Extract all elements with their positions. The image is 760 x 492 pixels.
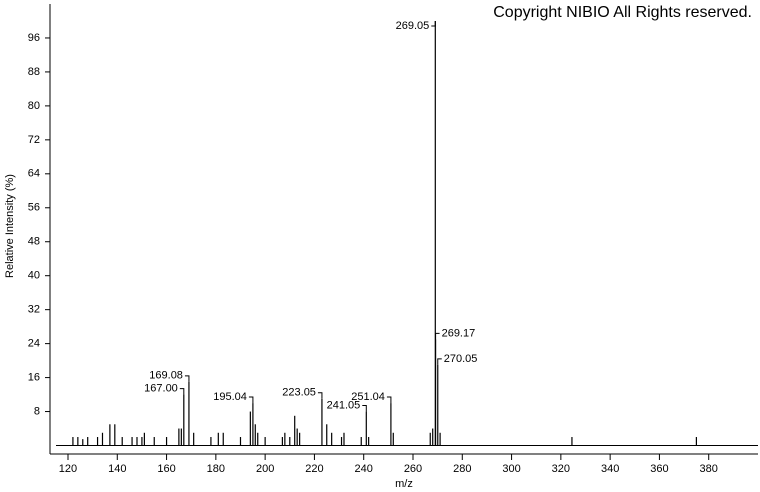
- label-leader: [317, 392, 323, 399]
- peak-label: 269.17: [442, 327, 476, 339]
- y-tick-label: 88: [28, 66, 40, 78]
- x-axis-label: m/z: [395, 478, 413, 490]
- label-leader: [248, 396, 254, 404]
- y-tick-label: 24: [28, 338, 40, 350]
- peak-label: 269.05: [396, 20, 430, 32]
- y-tick-label: 32: [28, 304, 40, 316]
- x-tick-label: 280: [453, 463, 471, 475]
- label-leader: [386, 396, 392, 404]
- y-tick-label: 96: [28, 32, 40, 44]
- x-tick-label: 320: [552, 463, 570, 475]
- y-tick-label: 80: [28, 100, 40, 112]
- x-tick-label: 160: [157, 463, 175, 475]
- y-tick-label: 16: [28, 371, 40, 383]
- copyright: Copyright NIBIO All Rights reserved.: [493, 4, 752, 21]
- y-tick-label: 72: [28, 134, 40, 146]
- x-tick-label: 140: [108, 463, 126, 475]
- label-leader: [179, 388, 185, 395]
- peak-label: 241.05: [327, 399, 361, 411]
- y-tick-label: 40: [28, 270, 40, 282]
- peak-label: 251.04: [351, 391, 385, 403]
- peak-label: 195.04: [213, 391, 247, 403]
- y-tick-label: 48: [28, 236, 40, 248]
- x-tick-label: 260: [404, 463, 422, 475]
- peak-label: 167.00: [144, 382, 178, 394]
- x-tick-label: 360: [650, 463, 668, 475]
- y-tick-label: 8: [34, 405, 40, 417]
- peak-label: 169.08: [149, 370, 183, 382]
- y-axis-label: Relative Intensity (%): [4, 174, 16, 278]
- y-tick-label: 56: [28, 202, 40, 214]
- peak-label: 223.05: [282, 387, 316, 399]
- x-tick-label: 340: [601, 463, 619, 475]
- x-tick-label: 380: [700, 463, 718, 475]
- x-tick-label: 240: [355, 463, 373, 475]
- y-tick-label: 64: [28, 168, 40, 180]
- label-leader: [431, 20, 436, 27]
- label-leader: [435, 332, 440, 340]
- x-tick-label: 180: [207, 463, 225, 475]
- x-tick-label: 120: [59, 463, 77, 475]
- x-tick-label: 200: [256, 463, 274, 475]
- peak-label: 270.05: [444, 353, 478, 365]
- label-leader: [437, 358, 442, 365]
- x-tick-label: 300: [502, 463, 520, 475]
- label-leader: [362, 405, 367, 412]
- label-leader: [184, 375, 190, 382]
- x-tick-label: 220: [305, 463, 323, 475]
